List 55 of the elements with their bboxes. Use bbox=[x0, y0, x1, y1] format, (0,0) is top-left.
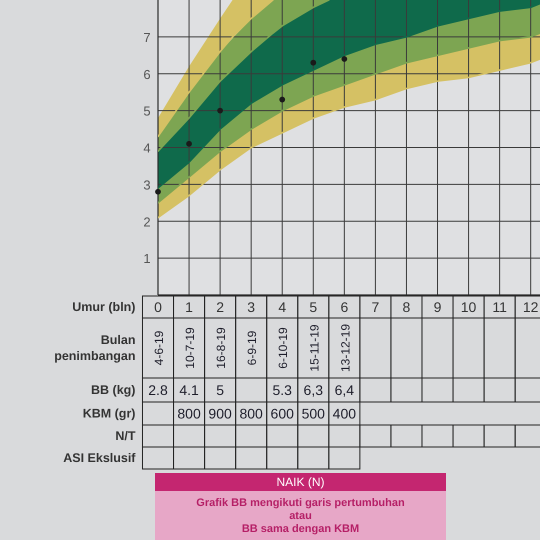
point bbox=[186, 140, 192, 147]
text: 6-9-19 bbox=[245, 330, 260, 366]
category-label: ASI Ekslusif bbox=[63, 451, 136, 465]
point bbox=[310, 60, 316, 66]
text: 500 bbox=[302, 406, 325, 422]
y-tick-label: 1 bbox=[143, 250, 151, 266]
text: 16-8-19 bbox=[214, 327, 228, 369]
text: 6,3 bbox=[304, 382, 324, 398]
x-tick-label: 10 bbox=[460, 299, 477, 315]
text: NAIK (N) bbox=[276, 475, 325, 489]
text: Grafik BB mengikuti garis pertumbuhan bbox=[196, 497, 405, 509]
x-tick-label: 5 bbox=[309, 299, 318, 315]
point bbox=[217, 108, 223, 114]
x-tick-label: 9 bbox=[434, 299, 442, 315]
text: 400 bbox=[332, 406, 356, 422]
category-label: N/T bbox=[115, 429, 136, 443]
point bbox=[155, 188, 161, 195]
x-tick-label: 6 bbox=[340, 299, 348, 315]
text: BB sama dengan KBM bbox=[242, 523, 360, 535]
x-axis-title: Umur (bln) bbox=[72, 300, 136, 314]
text: 5.3 bbox=[272, 382, 292, 398]
text: atau bbox=[289, 510, 312, 522]
y-tick-label: 6 bbox=[143, 66, 151, 82]
text: 800 bbox=[177, 406, 201, 422]
text: 4-6-19 bbox=[152, 330, 166, 366]
category-label: KBM (gr) bbox=[82, 406, 136, 420]
category-label: Bulan penimbangan bbox=[54, 333, 136, 363]
y-tick-label: 4 bbox=[143, 140, 151, 155]
text: 15-11-19 bbox=[307, 324, 322, 372]
y-tick-label: 2 bbox=[143, 214, 151, 229]
x-tick-label: 8 bbox=[402, 299, 411, 315]
y-tick-label: 7 bbox=[143, 29, 151, 44]
text: 600 bbox=[270, 406, 294, 422]
y-tick-label: 5 bbox=[143, 103, 151, 118]
x-tick-label: 0 bbox=[154, 299, 162, 315]
text: 5 bbox=[216, 382, 224, 398]
text: 10-7-19 bbox=[183, 327, 198, 369]
category-label: BB (kg) bbox=[91, 383, 136, 397]
x-tick-label: 7 bbox=[372, 299, 380, 315]
text: 2.8 bbox=[148, 382, 168, 398]
point bbox=[341, 56, 348, 62]
text: 6,4 bbox=[334, 382, 354, 398]
text: 900 bbox=[208, 406, 232, 422]
x-tick-label: 12 bbox=[522, 299, 539, 315]
text: 13-12-19 bbox=[338, 324, 352, 372]
x-tick-label: 4 bbox=[278, 299, 286, 315]
y-tick-label: 3 bbox=[143, 176, 151, 192]
x-tick-label: 1 bbox=[185, 299, 194, 315]
x-tick-label: 11 bbox=[492, 299, 508, 315]
text: 4.1 bbox=[179, 382, 199, 398]
x-tick-label: 3 bbox=[247, 299, 256, 315]
point bbox=[279, 96, 286, 102]
text: 6-10-19 bbox=[276, 327, 290, 369]
x-tick-label: 2 bbox=[216, 299, 224, 315]
text: 800 bbox=[239, 406, 263, 422]
